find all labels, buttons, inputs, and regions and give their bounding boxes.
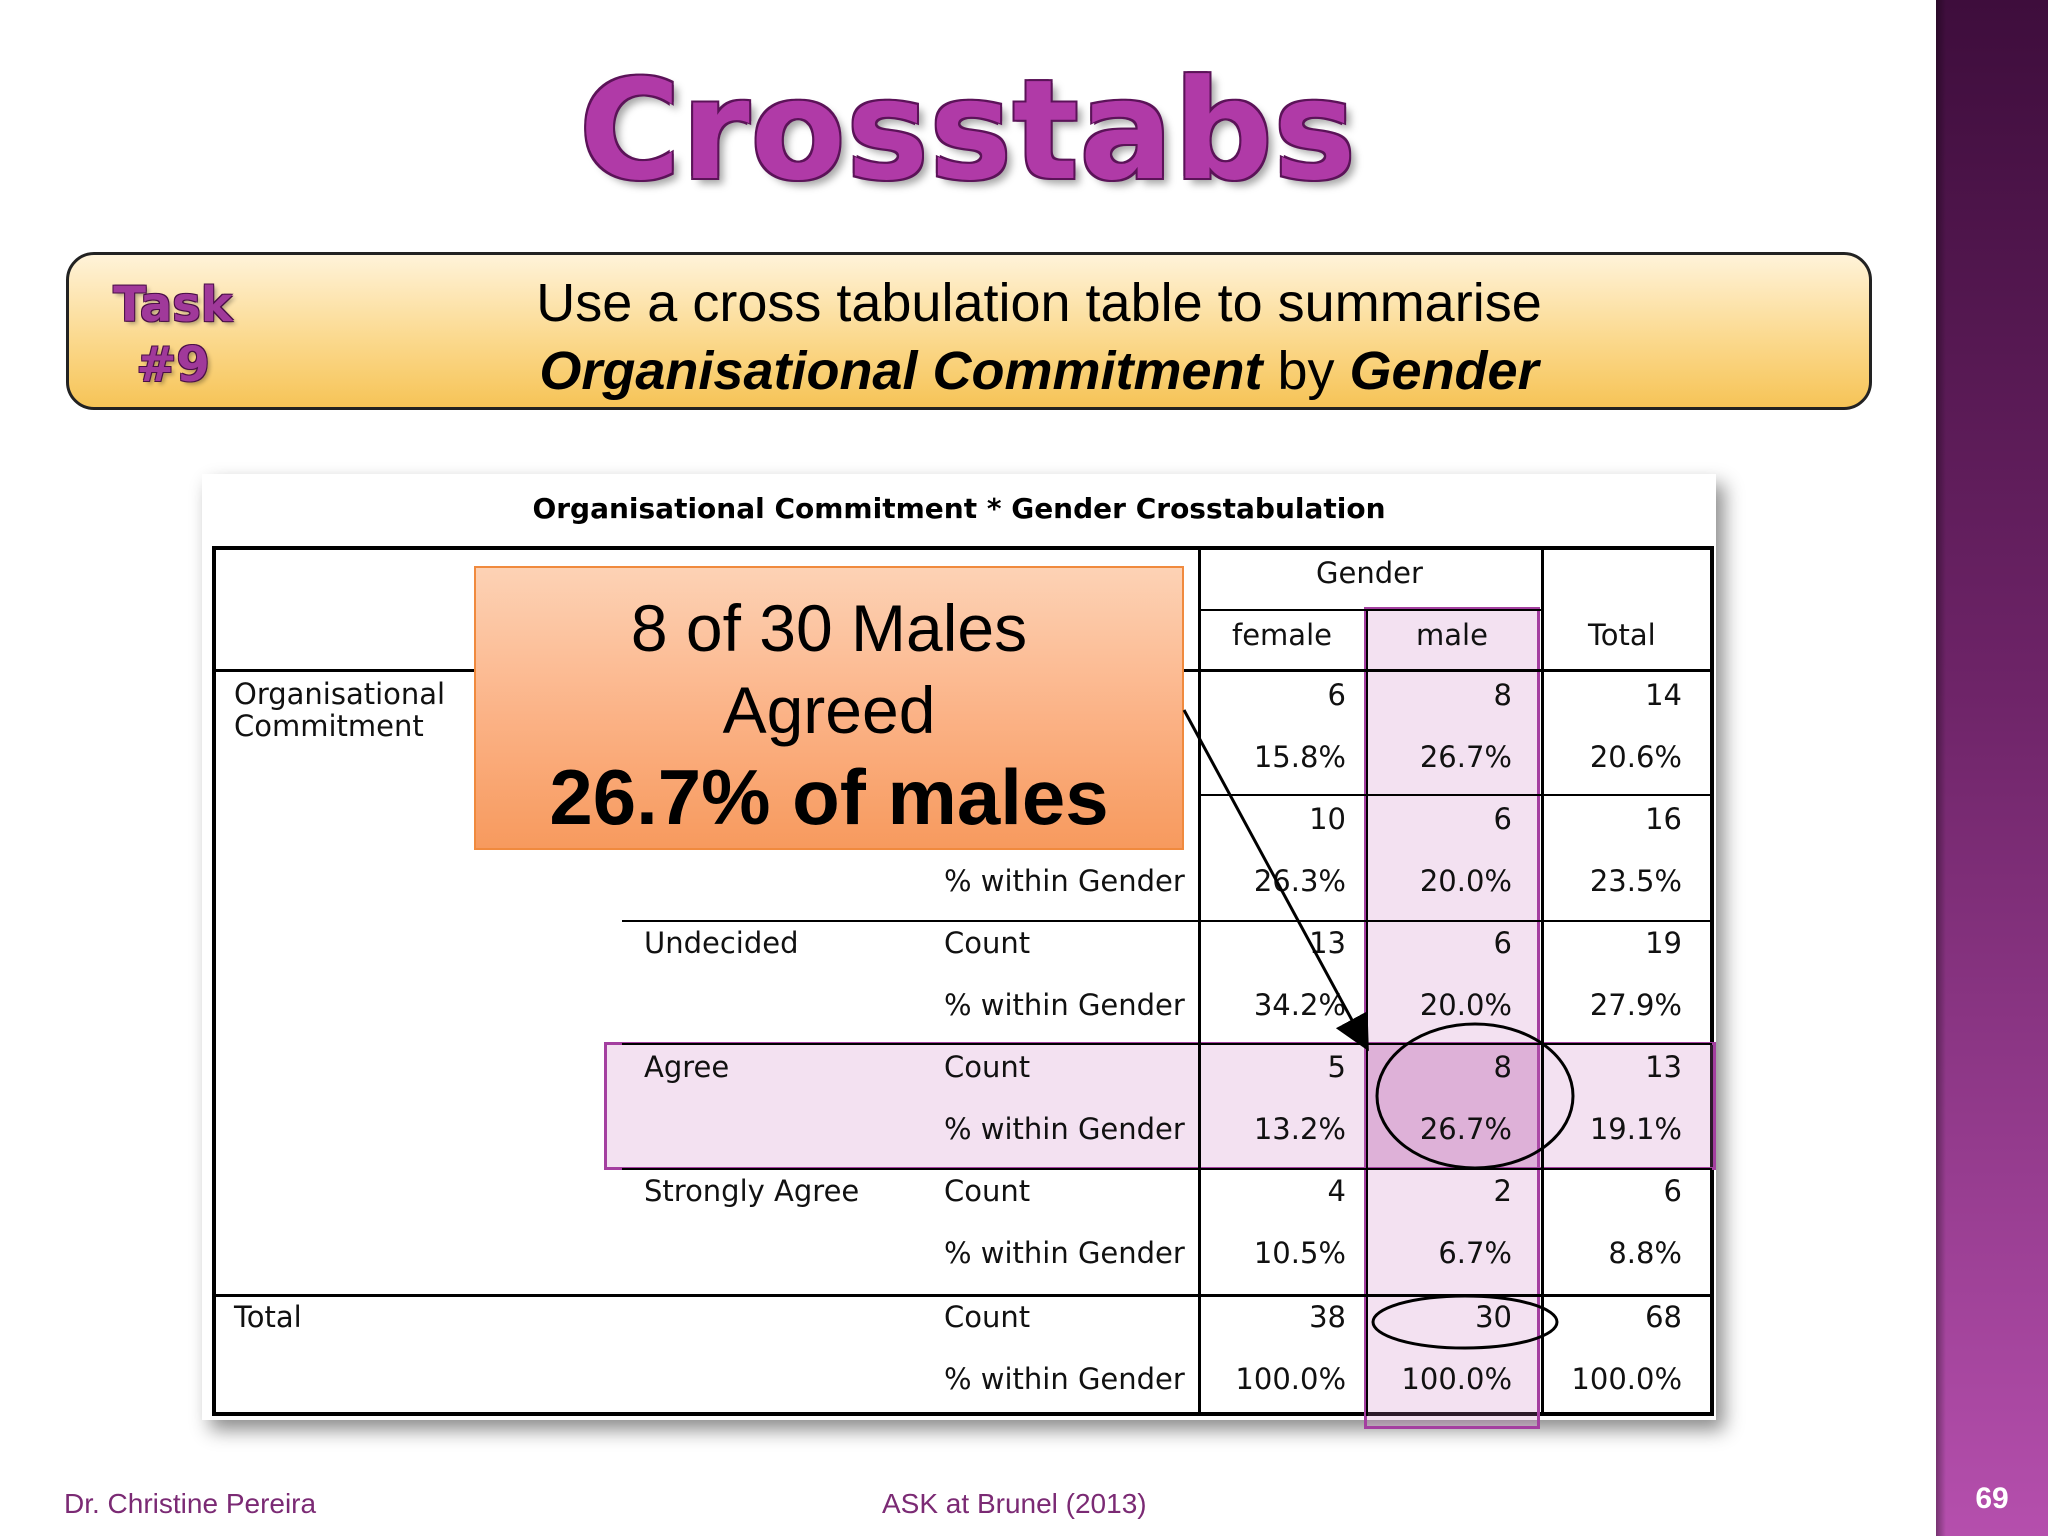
cell-total-count-label: Count <box>944 1300 1031 1334</box>
grid-line-gender-sub <box>1201 609 1541 611</box>
grid-line-row-2 <box>622 920 1712 922</box>
task-description: Use a cross tabulation table to summaris… <box>329 269 1749 405</box>
cell-r1-male-pct: 26.7% <box>1419 740 1512 774</box>
cell-total-all-count: 68 <box>1645 1300 1682 1334</box>
cell-r5-female-count: 4 <box>1327 1174 1346 1208</box>
row-variable-label: Organisational Commitment <box>234 678 445 742</box>
task-box: Task #9 Use a cross tabulation table to … <box>66 252 1872 410</box>
cell-r5-total-count: 6 <box>1663 1174 1682 1208</box>
task-variable-1: Organisational Commitment <box>539 341 1263 401</box>
task-label-word: Task <box>113 277 233 333</box>
cell-r5-male-count: 2 <box>1493 1174 1512 1208</box>
cell-r1-total-pct: 20.6% <box>1589 740 1682 774</box>
grid-line-row-1 <box>1201 794 1712 796</box>
cell-total-female-pct: 100.0% <box>1235 1362 1346 1396</box>
cell-r3-male-count: 6 <box>1493 926 1512 960</box>
cell-total-male-count: 30 <box>1475 1300 1512 1334</box>
cell-r3-count-label: Count <box>944 926 1031 960</box>
row-label-agree: Agree <box>644 1050 730 1084</box>
row-label-undecided: Undecided <box>644 926 799 960</box>
task-variable-2: Gender <box>1349 341 1539 401</box>
cell-r3-pct-label: % within Gender <box>944 988 1185 1022</box>
cell-r4-female-count: 5 <box>1327 1050 1346 1084</box>
header-total: Total <box>1588 618 1656 652</box>
cell-r4-male-pct: 26.7% <box>1419 1112 1512 1146</box>
slide-title: Crosstabs <box>579 50 1357 211</box>
callout-line-3: 26.7% of males <box>549 753 1109 841</box>
row-variable-line-1: Organisational <box>234 677 446 711</box>
grid-line-row-3 <box>622 1043 1712 1045</box>
cell-r1-total-count: 14 <box>1645 678 1682 712</box>
callout-line-1: 8 of 30 Males <box>630 591 1028 665</box>
cell-r2-total-pct: 23.5% <box>1589 864 1682 898</box>
grid-line-total <box>212 1294 1712 1297</box>
cell-r2-female-count: 10 <box>1309 802 1346 836</box>
cell-r3-total-count: 19 <box>1645 926 1682 960</box>
cell-r3-female-pct: 34.2% <box>1253 988 1346 1022</box>
agree-row-highlight <box>604 1042 1716 1170</box>
cell-total-pct-label: % within Gender <box>944 1362 1185 1396</box>
cell-r4-count-label: Count <box>944 1050 1031 1084</box>
grid-line-vertical-3 <box>1541 550 1544 1416</box>
cell-r3-female-count: 13 <box>1309 926 1346 960</box>
cell-r5-total-pct: 8.8% <box>1608 1236 1682 1270</box>
slide-number: 69 <box>1975 1482 2009 1515</box>
cell-r4-total-count: 13 <box>1645 1050 1682 1084</box>
cell-r5-female-pct: 10.5% <box>1253 1236 1346 1270</box>
header-female: female <box>1232 618 1332 652</box>
crosstab-grid <box>212 546 1714 1416</box>
crosstab-title: Organisational Commitment * Gender Cross… <box>532 492 1386 525</box>
cell-r2-male-count: 6 <box>1493 802 1512 836</box>
row-variable-line-2: Commitment <box>234 709 424 743</box>
grid-line-vertical-1 <box>1198 550 1201 1416</box>
task-line-2: Organisational Commitment by Gender <box>329 337 1749 405</box>
row-label-strongly-agree: Strongly Agree <box>644 1174 860 1208</box>
cell-r3-total-pct: 27.9% <box>1589 988 1682 1022</box>
cell-r4-female-pct: 13.2% <box>1253 1112 1346 1146</box>
cell-r2-female-pct: 26.3% <box>1253 864 1346 898</box>
cell-r3-male-pct: 20.0% <box>1419 988 1512 1022</box>
decorative-side-bar <box>1936 0 2048 1536</box>
callout-line-2: Agreed <box>722 673 936 747</box>
row-label-total: Total <box>234 1300 302 1334</box>
cell-r1-female-count: 6 <box>1327 678 1346 712</box>
callout-box: 8 of 30 Males Agreed 26.7% of males <box>474 566 1184 850</box>
cell-r4-pct-label: % within Gender <box>944 1112 1185 1146</box>
cell-total-all-pct: 100.0% <box>1571 1362 1682 1396</box>
grid-line-row-4 <box>622 1168 1712 1170</box>
header-gender: Gender <box>1316 556 1423 590</box>
footer-source: ASK at Brunel (2013) <box>882 1488 1147 1519</box>
cell-r1-male-count: 8 <box>1493 678 1512 712</box>
cell-total-male-pct: 100.0% <box>1401 1362 1512 1396</box>
cell-r5-pct-label: % within Gender <box>944 1236 1185 1270</box>
footer-author: Dr. Christine Pereira <box>64 1488 317 1519</box>
task-by: by <box>1262 341 1350 401</box>
cell-r2-pct-label: % within Gender <box>944 864 1185 898</box>
task-label: Task #9 <box>83 275 263 395</box>
cell-r1-female-pct: 15.8% <box>1253 740 1346 774</box>
task-line-1: Use a cross tabulation table to summaris… <box>536 273 1542 333</box>
cell-r5-count-label: Count <box>944 1174 1031 1208</box>
header-male: male <box>1416 618 1488 652</box>
cell-r2-total-count: 16 <box>1645 802 1682 836</box>
task-label-number: #9 <box>136 337 210 393</box>
cell-r4-male-count: 8 <box>1493 1050 1512 1084</box>
cell-r2-male-pct: 20.0% <box>1419 864 1512 898</box>
male-column-highlight <box>1364 607 1540 1429</box>
cell-r4-total-pct: 19.1% <box>1589 1112 1682 1146</box>
cell-r5-male-pct: 6.7% <box>1438 1236 1512 1270</box>
cell-total-female-count: 38 <box>1309 1300 1346 1334</box>
